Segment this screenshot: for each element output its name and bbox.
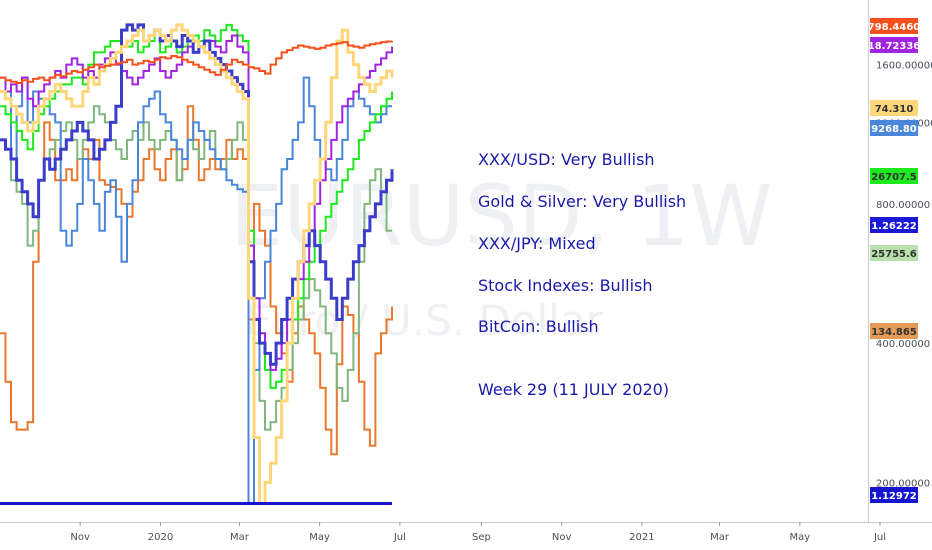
x-tick-label-2: 2020 (148, 532, 173, 543)
price-tag-1 (870, 18, 918, 34)
price-tag-3 (870, 100, 918, 116)
annotation-xxx-jpy: XXX/JPY: Mixed (478, 234, 596, 253)
price-tag-5 (870, 168, 918, 184)
x-tick-label-10: May (789, 532, 810, 543)
series-layer (0, 23, 394, 505)
x-tick-label-3: Mar (230, 532, 250, 543)
series-line-2 (0, 105, 392, 431)
x-tick-label-7: Nov (552, 532, 572, 543)
price-tag-label-7: 25755.6 (871, 249, 917, 260)
x-tick-label-5: Jul (393, 532, 406, 543)
price-tag-label-5: 26707.5 (871, 172, 917, 183)
annotation-gold-silver: Gold & Silver: Very Bullish (478, 192, 687, 211)
price-tag-9 (870, 487, 918, 503)
y-tick-label-1: 1600.00000 (876, 61, 932, 72)
y-tick-label-3: 800.00000 (876, 200, 930, 211)
price-tag-label-6: 1.26222 (871, 221, 917, 232)
time-axis[interactable]: Nov 2020 Mar May Jul Sep Nov 2021 Mar May Jul (70, 522, 886, 543)
price-tag-2 (870, 37, 918, 53)
series-line-4 (0, 23, 393, 389)
series-line-7 (0, 23, 394, 505)
price-tag-label-4: 9268.80 (871, 124, 917, 135)
annotation-week: Week 29 (11 JULY 2020) (478, 380, 670, 399)
price-tag-8 (870, 323, 918, 339)
y-tick-label-5: 200.00000 (876, 478, 930, 489)
price-tag-6 (870, 217, 918, 233)
annotation-xxx-usd: XXX/USD: Very Bullish (478, 150, 655, 169)
x-tick-label-9: Mar (710, 532, 730, 543)
x-tick-label-4: May (309, 532, 330, 543)
y-tick-label-4: 400.00000 (876, 339, 930, 350)
x-tick-label-1: Nov (70, 532, 90, 543)
annotation-bitcoin: BitCoin: Bullish (478, 317, 599, 336)
annotation-stock-indexes: Stock Indexes: Bullish (478, 276, 653, 295)
price-tags: 1798.44600 18.72336 74.310 9268.80 26707.5 1.… (861, 18, 927, 503)
price-tag-7 (870, 245, 918, 261)
series-line-6 (0, 23, 394, 366)
price-tag-label-9: 1.12972 (871, 491, 917, 502)
series-line-8 (0, 40, 393, 84)
price-tag-label-1: 1798.44600 (861, 22, 927, 33)
series-line-3 (0, 76, 392, 505)
x-tick-label-11: Jul (873, 532, 886, 543)
price-tag-label-8: 134.865 (871, 327, 917, 338)
price-tag-label-2: 18.72336 (868, 41, 921, 52)
x-tick-label-6: Sep (472, 532, 491, 543)
x-tick-label-8: 2021 (629, 532, 654, 543)
series-line-1 (0, 105, 393, 456)
price-tag-label-3: 74.310 (875, 104, 914, 115)
price-tag-4 (870, 120, 918, 136)
